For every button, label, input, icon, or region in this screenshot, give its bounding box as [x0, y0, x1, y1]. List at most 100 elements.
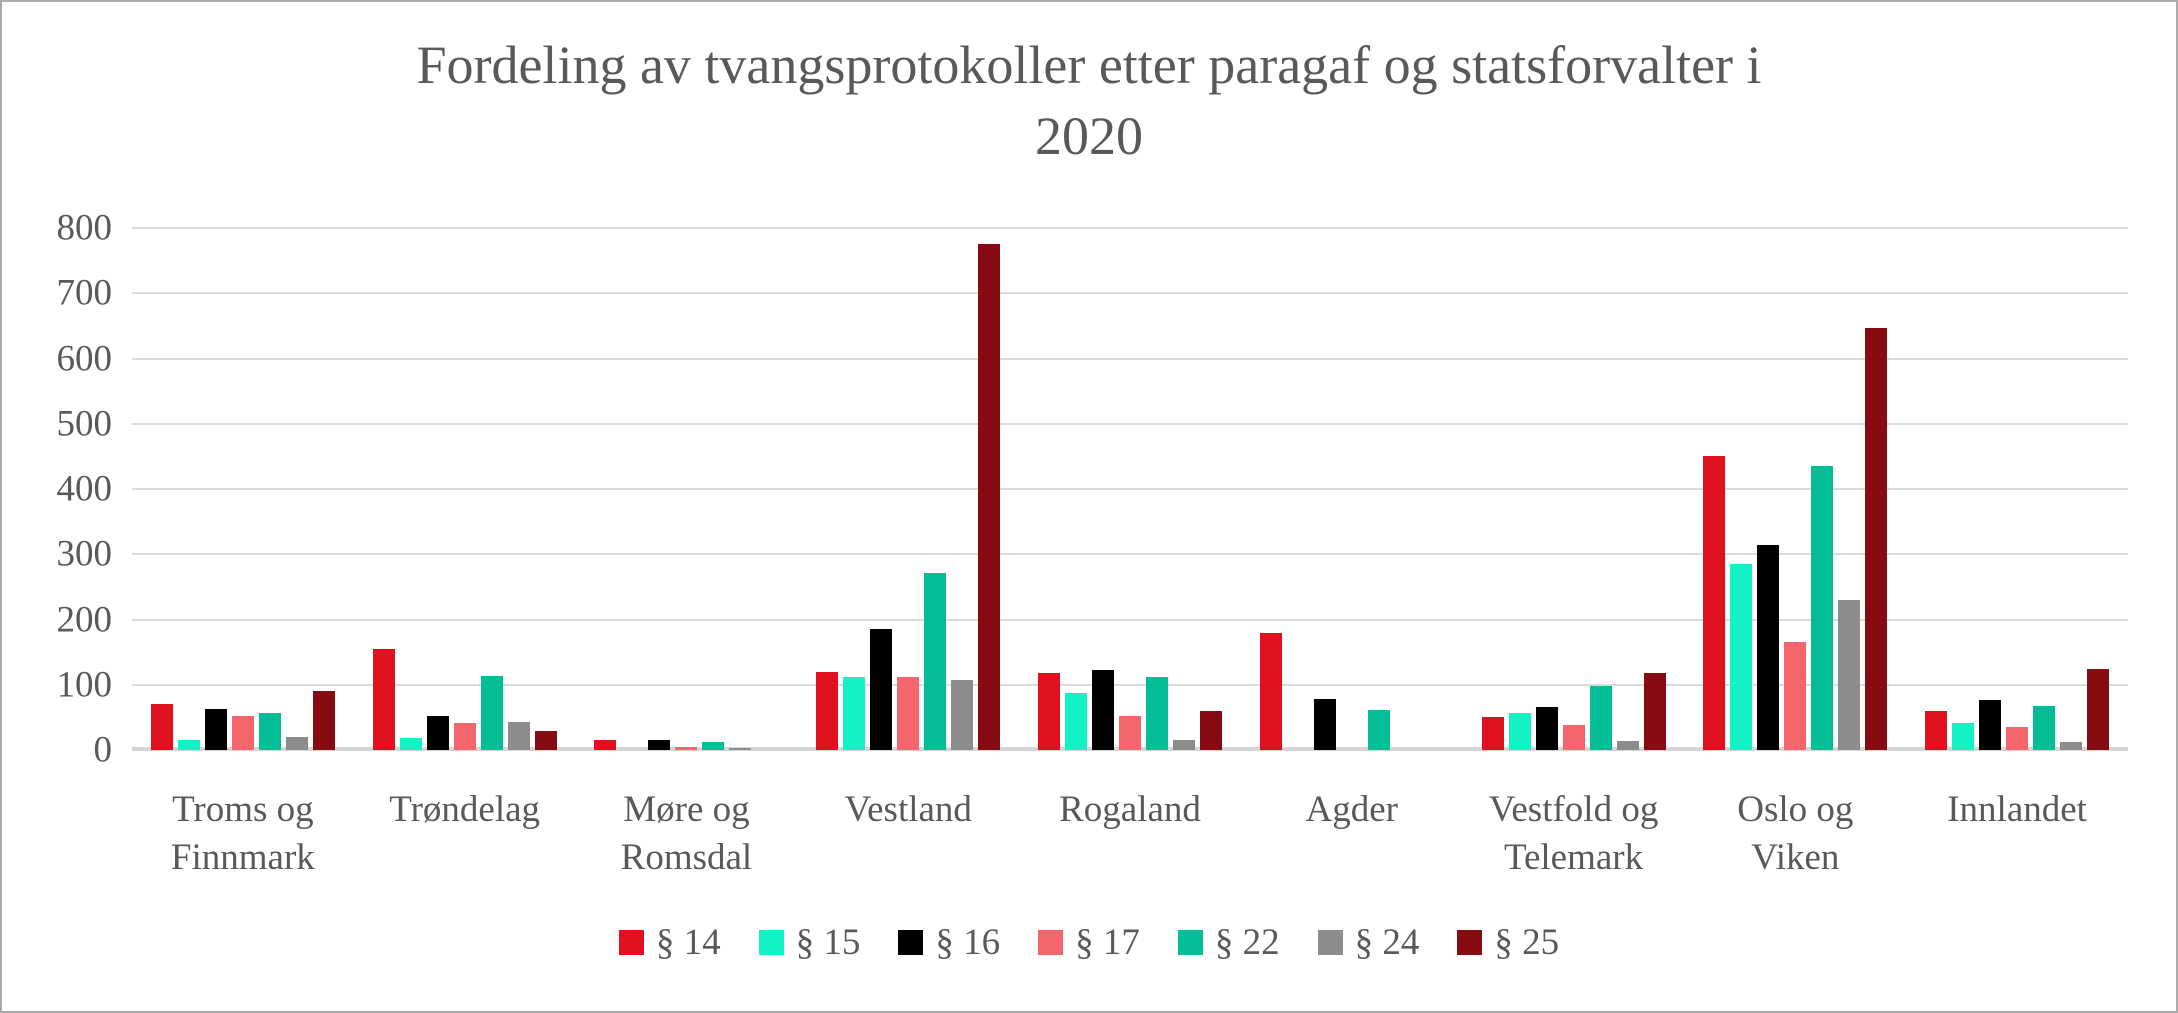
plot-area — [132, 227, 2128, 751]
legend-swatch-icon — [1177, 930, 1203, 955]
x-axis-category-label: Møre og Romsdal — [620, 789, 753, 879]
bar — [924, 572, 947, 750]
legend-item: § 22 — [1177, 922, 1280, 963]
legend-item: § 16 — [898, 924, 1000, 961]
legend-swatch-icon — [898, 930, 924, 955]
bar — [1643, 673, 1666, 750]
bar — [594, 740, 617, 750]
legend-swatch-icon — [758, 930, 784, 955]
legend-swatch-icon — [1457, 930, 1483, 955]
y-axis-tick-label: 200 — [56, 599, 113, 640]
bar — [534, 731, 557, 750]
bar — [2060, 741, 2083, 750]
x-axis-category-label: Agder — [1305, 789, 1398, 830]
y-axis-tick-label: 500 — [56, 403, 113, 445]
bar — [1562, 725, 1585, 750]
x-axis-category-label: Vestland — [844, 789, 972, 830]
chart-title-line-1: Fordeling av tvangsprotokoller etter par… — [416, 35, 1762, 95]
gridline — [132, 227, 2128, 229]
bar — [702, 742, 725, 750]
bar — [1313, 699, 1336, 750]
bar — [1119, 716, 1141, 750]
gridline — [132, 618, 2128, 621]
gridline — [132, 553, 2128, 556]
bar — [2087, 669, 2110, 750]
bar — [1200, 710, 1222, 750]
gridline — [132, 292, 2128, 295]
bar — [1757, 545, 1780, 750]
legend-label: § 22 — [1214, 922, 1280, 963]
x-axis-category-label: Innlandet — [1947, 789, 2087, 830]
bar — [1925, 710, 1948, 750]
bar — [1784, 641, 1807, 750]
x-axis-category-label: Troms og Finnmark — [170, 789, 315, 879]
bar — [453, 722, 476, 750]
legend-item: § 17 — [1038, 924, 1140, 961]
bar — [1589, 686, 1612, 750]
bar — [150, 704, 173, 750]
y-axis-tick-label: 700 — [56, 272, 113, 314]
legend-swatch-icon — [1317, 930, 1343, 955]
legend-label: § 14 — [655, 922, 721, 963]
bar — [2006, 726, 2029, 750]
bar — [372, 648, 395, 750]
legend-label: § 16 — [935, 922, 1001, 963]
bar — [897, 676, 920, 750]
x-axis-category-label: Oslo og Viken — [1737, 789, 1854, 879]
bar — [426, 716, 449, 750]
bar — [1865, 327, 1888, 750]
bar — [675, 746, 698, 750]
x-axis-category-label: Vestfold og Telemark — [1488, 789, 1659, 879]
bar — [1092, 669, 1114, 750]
legend-item: § 15 — [758, 922, 861, 963]
y-axis-tick-label: 600 — [56, 338, 113, 379]
bar — [1730, 564, 1753, 750]
legend-item: § 24 — [1317, 922, 1420, 963]
legend: § 14 § 15 § 16 § 17 § 22 § 24 § 25 — [2, 924, 2176, 961]
chart-title: Fordeling av tvangsprotokoller etter par… — [2, 30, 2176, 173]
bar — [1173, 740, 1195, 750]
bar — [258, 712, 281, 750]
legend-label: § 15 — [795, 922, 861, 963]
bar — [1259, 632, 1282, 750]
y-axis-tick-label: 100 — [56, 664, 113, 706]
bar — [1367, 709, 1390, 750]
bar — [1481, 717, 1504, 750]
bar — [1146, 676, 1168, 750]
bar — [1952, 722, 1975, 750]
legend-item: § 14 — [618, 922, 721, 963]
legend-swatch-icon — [1038, 930, 1064, 955]
bar — [480, 676, 503, 750]
bar — [1979, 700, 2002, 750]
bar — [1703, 456, 1726, 750]
y-axis-tick-label: 800 — [56, 207, 113, 249]
bar — [1508, 713, 1531, 750]
bar — [870, 628, 893, 750]
y-axis-tick-label: 400 — [56, 468, 113, 510]
legend-swatch-icon — [618, 930, 644, 955]
legend-label: § 17 — [1075, 922, 1140, 963]
chart-title-line-2: 2020 — [1035, 106, 1143, 167]
bar — [648, 740, 671, 750]
legend-label: § 24 — [1354, 922, 1420, 963]
bar — [1616, 740, 1639, 750]
bar — [177, 740, 200, 750]
bar — [1065, 693, 1087, 750]
gridline — [132, 488, 2128, 490]
legend-item: § 25 — [1457, 924, 1559, 961]
bar — [312, 691, 335, 750]
bar — [285, 736, 308, 750]
y-axis-tick-label: 0 — [93, 729, 113, 771]
bar — [399, 738, 422, 750]
bar — [1038, 673, 1060, 750]
bar — [1838, 599, 1861, 750]
gridline — [132, 683, 2128, 686]
bar — [978, 244, 1001, 750]
y-axis-tick-label: 300 — [56, 533, 113, 575]
bar — [843, 676, 866, 750]
gridline — [132, 357, 2128, 360]
gridline — [132, 422, 2128, 425]
bar — [816, 671, 839, 750]
bar — [231, 716, 254, 750]
legend-label: § 25 — [1494, 922, 1560, 963]
